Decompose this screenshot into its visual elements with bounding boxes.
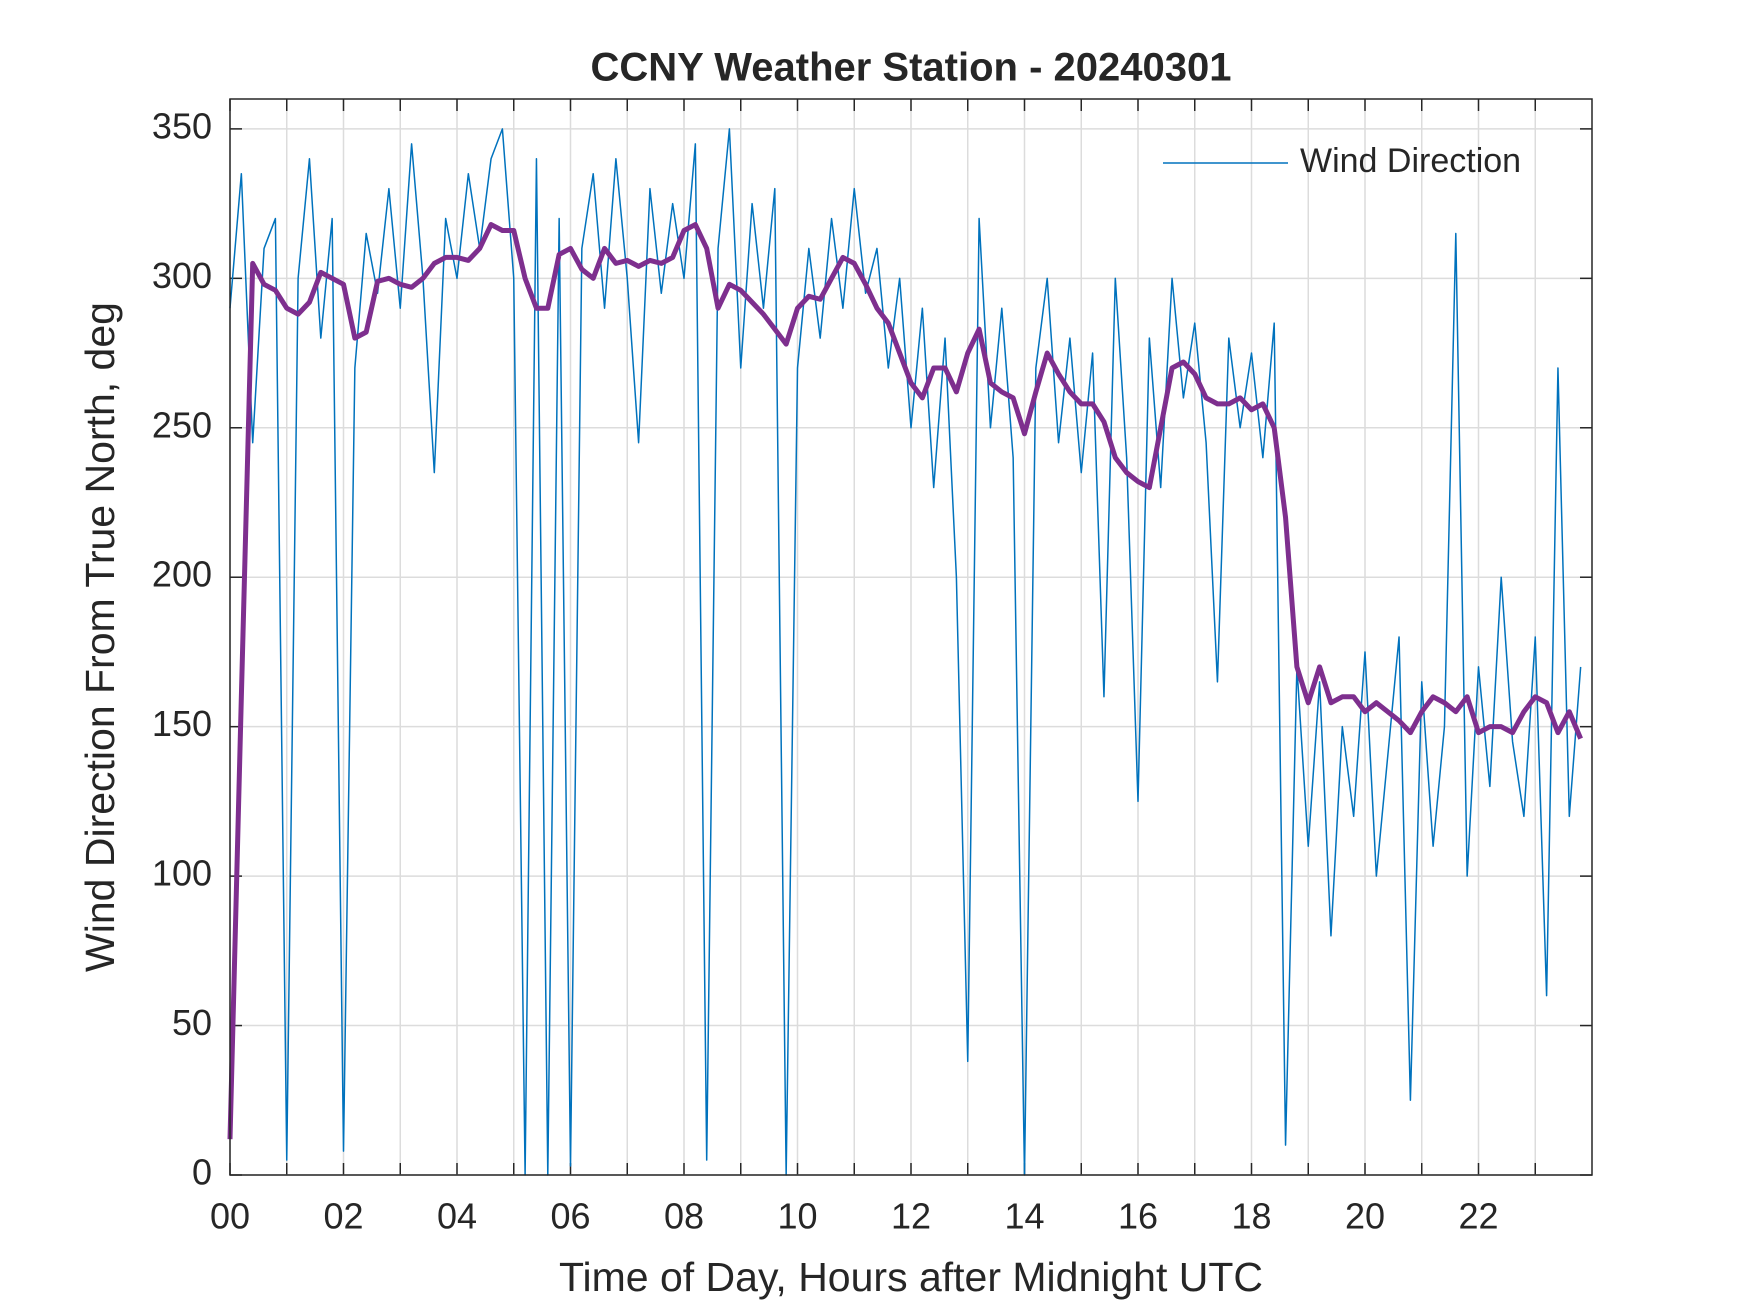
x-axis-label: Time of Day, Hours after Midnight UTC (559, 1254, 1263, 1300)
legend-label: Wind Direction (1300, 142, 1521, 180)
y-tick-label: 300 (152, 255, 212, 296)
y-tick-label: 100 (152, 853, 212, 894)
x-tick-label: 08 (664, 1196, 704, 1237)
data-line (227, 222, 1583, 1140)
chart-title: CCNY Weather Station - 20240301 (591, 46, 1232, 90)
x-tick-label: 10 (777, 1196, 817, 1237)
y-tick-label: 50 (172, 1002, 212, 1043)
axes-box (229, 98, 1593, 1176)
x-tick-label: 18 (1231, 1196, 1271, 1237)
x-tick-label: 12 (891, 1196, 931, 1237)
y-tick-label: 0 (192, 1152, 212, 1193)
x-tick-label: 06 (550, 1196, 590, 1237)
x-tick-label: 16 (1118, 1196, 1158, 1237)
x-tick-label: 04 (437, 1196, 477, 1237)
y-tick-label: 250 (152, 404, 212, 445)
x-tick-label: 02 (323, 1196, 363, 1237)
x-tick-label: 22 (1458, 1196, 1498, 1237)
data-line (229, 128, 1582, 1176)
y-tick-label: 350 (152, 105, 212, 146)
x-tick-label: 00 (210, 1196, 250, 1237)
x-tick-label: 20 (1345, 1196, 1385, 1237)
y-tick-label: 150 (152, 703, 212, 744)
x-tick-label: 14 (1004, 1196, 1044, 1237)
y-tick-label: 200 (152, 554, 212, 595)
y-axis-label: Wind Direction From True North, deg (77, 302, 123, 972)
